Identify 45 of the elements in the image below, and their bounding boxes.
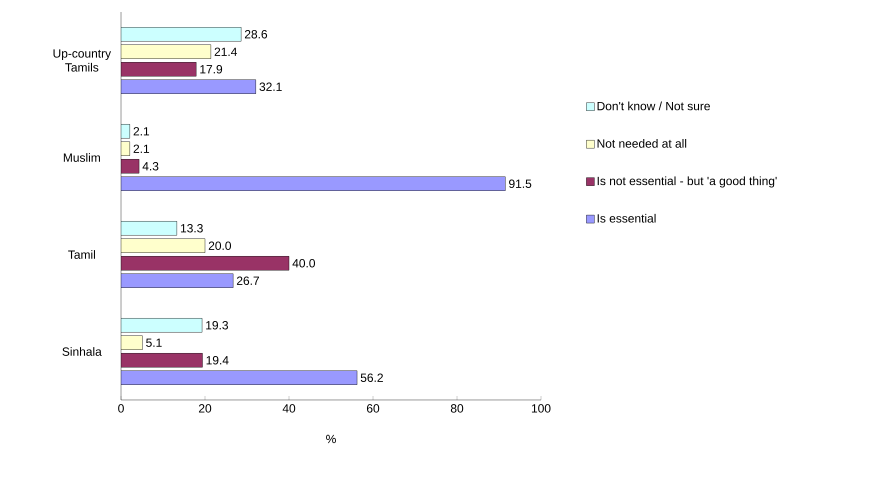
x-tick-label: 100 (532, 404, 551, 413)
x-tick-label: 20 (198, 404, 212, 413)
legend-label: Don't know / Not sure (598, 102, 710, 110)
data-label: 40.0 (292, 259, 316, 268)
legend-label: Is not essential - but 'a good thing' (598, 176, 777, 188)
x-tick-label: 80 (450, 404, 464, 413)
bar (121, 353, 203, 368)
bar (121, 221, 178, 236)
data-label: 32.1 (259, 82, 282, 91)
bar (121, 44, 212, 59)
y-tick-label: Muslim (64, 153, 100, 162)
y-tick-label: Tamil (68, 250, 95, 259)
bar (121, 62, 196, 76)
data-label: 5.1 (146, 338, 162, 347)
data-label: 17.9 (200, 65, 222, 74)
data-label: 13.3 (180, 224, 203, 232)
bar (121, 274, 234, 288)
data-label: 20.0 (208, 242, 232, 250)
data-label: 2.1 (134, 127, 150, 136)
data-label: 91.5 (509, 180, 532, 188)
legend-label: Not needed at all (598, 138, 686, 148)
bar (121, 336, 143, 350)
bar (121, 238, 206, 253)
data-label: 19.3 (206, 321, 228, 330)
bar (121, 176, 506, 191)
x-axis-title: % (326, 434, 336, 444)
bar (121, 159, 140, 174)
x-tick-label: 60 (366, 404, 380, 413)
data-label: 28.6 (244, 30, 268, 38)
data-label: 19.4 (206, 356, 229, 364)
y-tick-label: Sinhala (62, 347, 102, 356)
y-tick-label: Up-country Tamils (54, 49, 112, 72)
bar (121, 318, 202, 332)
data-label: 2.1 (134, 144, 150, 153)
data-label: 21.4 (214, 48, 237, 56)
data-label: 26.7 (236, 276, 260, 285)
data-label: 56.2 (360, 374, 383, 382)
bar (121, 256, 290, 270)
legend-label: Is essential (598, 214, 656, 223)
x-tick-label: 40 (282, 404, 296, 413)
bar (121, 370, 358, 385)
data-label: 4.3 (142, 162, 158, 170)
bar (121, 80, 256, 94)
bar (121, 27, 242, 42)
x-tick-label: 0 (118, 404, 124, 413)
